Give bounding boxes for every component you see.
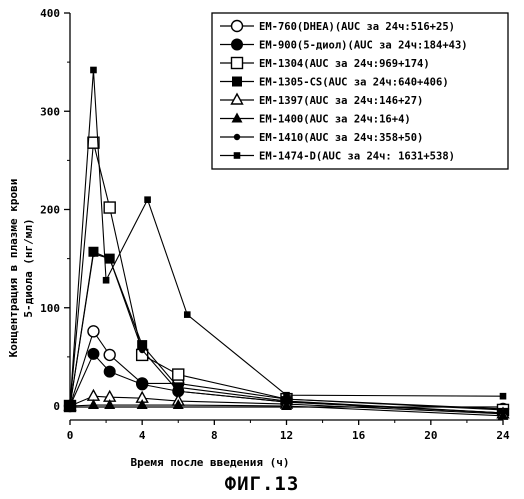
data-point xyxy=(144,196,151,203)
data-point xyxy=(184,311,191,318)
data-point xyxy=(106,255,112,261)
data-point xyxy=(88,326,99,337)
x-tick-label: 20 xyxy=(424,429,437,442)
y-tick-label: 200 xyxy=(40,204,60,217)
x-tick-label: 4 xyxy=(139,429,146,442)
y-tick-label: 0 xyxy=(53,400,60,413)
data-point xyxy=(104,349,115,360)
legend-label: EM-1305-CS(AUC за 24ч:640+406) xyxy=(259,77,449,89)
y-axis-label-line-1: Концентрация в плазме крови xyxy=(7,179,20,358)
data-point xyxy=(139,347,145,353)
legend-marker xyxy=(234,152,241,159)
legend-label: EM-760(DHEA)(AUC за 24ч:516+25) xyxy=(259,21,455,33)
legend-label: EM-900(5-диол)(AUC за 24ч:184+43) xyxy=(259,40,468,52)
legend-box xyxy=(212,13,508,169)
legend-label: EM-1397(AUC за 24ч:146+27) xyxy=(259,95,423,107)
data-point xyxy=(88,390,99,400)
data-point xyxy=(500,410,506,416)
x-tick-label: 24 xyxy=(496,429,510,442)
data-point xyxy=(500,393,507,400)
data-point xyxy=(90,251,96,257)
y-tick-label: 300 xyxy=(40,105,60,118)
legend-label: EM-1410(AUC за 24ч:358+50) xyxy=(259,132,423,144)
y-axis-label-line-2: 5-диола (нг/мл) xyxy=(22,218,35,317)
data-point xyxy=(104,202,115,213)
data-point xyxy=(137,379,148,390)
data-point xyxy=(175,388,181,394)
legend: EM-760(DHEA)(AUC за 24ч:516+25) EM-900(5-… xyxy=(212,13,508,169)
data-point xyxy=(173,369,184,380)
legend-marker xyxy=(232,77,242,87)
x-tick-label: 16 xyxy=(352,429,366,442)
x-tick-label: 8 xyxy=(211,429,218,442)
data-point xyxy=(88,348,99,359)
x-axis-label: Время после введения (ч) xyxy=(131,456,290,469)
x-tick-label: 0 xyxy=(67,429,74,442)
series-line xyxy=(70,143,503,410)
figure-caption: ФИГ.13 xyxy=(225,473,300,495)
series-line xyxy=(70,254,503,413)
legend-marker xyxy=(232,58,243,69)
legend-label: EM-1400(AUC за 24ч:16+4) xyxy=(259,114,411,126)
y-tick-label: 400 xyxy=(40,7,60,20)
y-tick-label: 100 xyxy=(40,302,60,315)
series-line xyxy=(70,252,503,413)
legend-marker xyxy=(232,39,243,50)
series-7 xyxy=(67,251,506,417)
x-tick-label: 12 xyxy=(280,429,293,442)
legend-marker xyxy=(234,134,240,140)
data-point xyxy=(103,277,110,284)
data-point xyxy=(283,392,290,399)
legend-marker xyxy=(232,21,243,32)
data-point xyxy=(104,366,115,377)
data-point xyxy=(283,399,289,405)
data-point xyxy=(67,403,74,410)
data-point xyxy=(90,67,97,74)
legend-label: EM-1304(AUC за 24ч:969+174) xyxy=(259,58,430,70)
legend-label: EM-1474-D(AUC за 24ч: 1631+538) xyxy=(259,151,455,163)
